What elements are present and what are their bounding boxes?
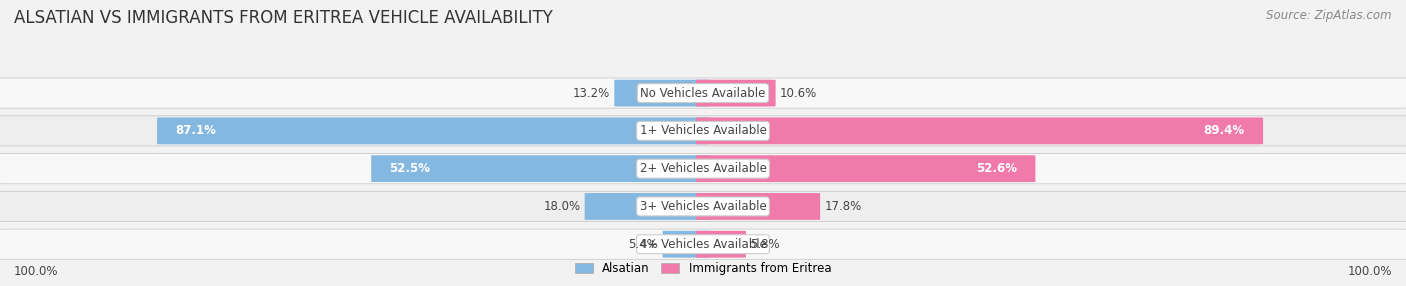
- FancyBboxPatch shape: [614, 80, 710, 106]
- Text: 3+ Vehicles Available: 3+ Vehicles Available: [640, 200, 766, 213]
- Text: 10.6%: 10.6%: [780, 87, 817, 100]
- FancyBboxPatch shape: [0, 116, 1406, 146]
- Text: 52.5%: 52.5%: [389, 162, 430, 175]
- Text: 5.8%: 5.8%: [751, 238, 780, 251]
- FancyBboxPatch shape: [696, 193, 820, 220]
- Text: No Vehicles Available: No Vehicles Available: [640, 87, 766, 100]
- Legend: Alsatian, Immigrants from Eritrea: Alsatian, Immigrants from Eritrea: [569, 258, 837, 280]
- Text: 4+ Vehicles Available: 4+ Vehicles Available: [640, 238, 766, 251]
- Text: 100.0%: 100.0%: [14, 265, 59, 278]
- FancyBboxPatch shape: [0, 191, 1406, 222]
- FancyBboxPatch shape: [585, 193, 710, 220]
- Text: 2+ Vehicles Available: 2+ Vehicles Available: [640, 162, 766, 175]
- FancyBboxPatch shape: [696, 80, 776, 106]
- FancyBboxPatch shape: [696, 118, 1263, 144]
- Text: 18.0%: 18.0%: [543, 200, 581, 213]
- Text: 1+ Vehicles Available: 1+ Vehicles Available: [640, 124, 766, 137]
- Text: 5.4%: 5.4%: [628, 238, 658, 251]
- Text: 13.2%: 13.2%: [572, 87, 610, 100]
- FancyBboxPatch shape: [157, 118, 710, 144]
- FancyBboxPatch shape: [0, 154, 1406, 184]
- Text: 89.4%: 89.4%: [1204, 124, 1244, 137]
- FancyBboxPatch shape: [0, 229, 1406, 259]
- FancyBboxPatch shape: [696, 231, 747, 258]
- Text: 100.0%: 100.0%: [1347, 265, 1392, 278]
- FancyBboxPatch shape: [662, 231, 710, 258]
- Text: 17.8%: 17.8%: [824, 200, 862, 213]
- Text: ALSATIAN VS IMMIGRANTS FROM ERITREA VEHICLE AVAILABILITY: ALSATIAN VS IMMIGRANTS FROM ERITREA VEHI…: [14, 9, 553, 27]
- Text: 52.6%: 52.6%: [976, 162, 1017, 175]
- Text: Source: ZipAtlas.com: Source: ZipAtlas.com: [1267, 9, 1392, 21]
- Text: 87.1%: 87.1%: [176, 124, 217, 137]
- FancyBboxPatch shape: [696, 155, 1035, 182]
- FancyBboxPatch shape: [371, 155, 710, 182]
- FancyBboxPatch shape: [0, 78, 1406, 108]
